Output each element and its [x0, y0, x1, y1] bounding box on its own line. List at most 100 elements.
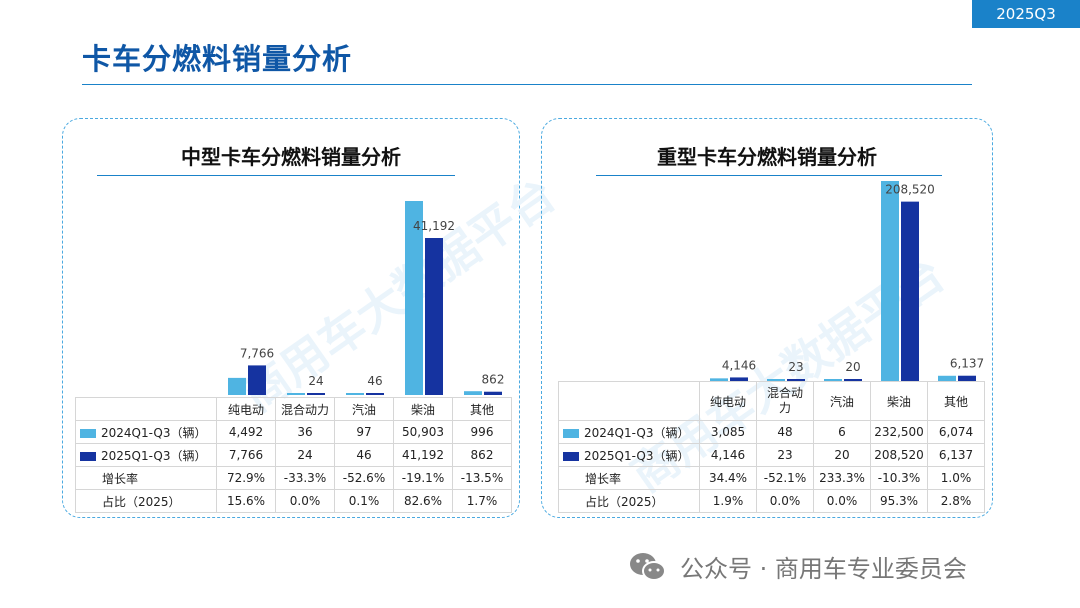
category-cell: 汽油 [813, 381, 871, 421]
medium-truck-panel: 商用车大数据平台 中型卡车分燃料销量分析 7,766 24 46 41,192 862 … [62, 118, 565, 518]
bar-2024-3 [881, 181, 899, 381]
row-label: 增长率 [558, 466, 700, 490]
value-cell: 23 [756, 443, 814, 467]
table-row: 增长率 72.9% -33.3% -52.6% -19.1% -13.5% [75, 466, 512, 490]
footer-account: 公众号 · 商用车专业委员会 [628, 549, 967, 584]
bar-2025-3 [425, 238, 443, 395]
value-cell: -52.1% [756, 466, 814, 490]
value-cell: -52.6% [334, 466, 394, 490]
value-cell: 6,074 [927, 420, 985, 444]
value-cell: 233.3% [813, 466, 871, 490]
value-cell: 6 [813, 420, 871, 444]
category-cell: 其他 [927, 381, 985, 421]
bar-2024-1 [767, 379, 785, 381]
row-label: 增长率 [75, 466, 217, 490]
bar-2025-1 [787, 379, 805, 381]
panel-title-divider [596, 175, 942, 176]
data-label: 46 [367, 374, 382, 388]
data-label: 208,520 [885, 183, 935, 197]
value-cell: 1.7% [452, 489, 512, 513]
bar-2024-0 [710, 378, 728, 381]
table-row: 2024Q1-Q3（辆） 4,492 36 97 50,903 996 [75, 420, 512, 444]
table-header-row: 纯电动 混合动 力 汽油 柴油 其他 [558, 381, 985, 421]
bar-2024-2 [346, 393, 364, 395]
bar-2024-2 [824, 379, 842, 381]
medium-truck-chart: 7,766 24 46 41,192 862 [228, 201, 505, 395]
value-cell: 82.6% [393, 489, 453, 513]
bar-2025-2 [844, 379, 862, 381]
bar-2024-1 [287, 393, 305, 395]
row-label: 占比（2025） [75, 489, 217, 513]
value-cell: 0.0% [275, 489, 335, 513]
value-cell: 0.0% [813, 489, 871, 513]
data-label: 862 [482, 373, 505, 387]
value-cell: 41,192 [393, 443, 453, 467]
legend-swatch-2024 [563, 428, 579, 438]
value-cell: 7,766 [216, 443, 276, 467]
category-cell: 纯电动 [216, 397, 276, 421]
table-corner-cell [558, 381, 700, 421]
value-cell: 232,500 [870, 420, 928, 444]
table-corner-cell [75, 397, 217, 421]
period-badge: 2025Q3 [972, 0, 1080, 28]
data-label: 6,137 [950, 357, 984, 371]
value-cell: 72.9% [216, 466, 276, 490]
value-cell: 97 [334, 420, 394, 444]
panel-title-divider [97, 175, 455, 176]
category-cell: 柴油 [870, 381, 928, 421]
bar-2025-2 [366, 393, 384, 395]
data-label: 20 [845, 360, 860, 374]
row-label: 2024Q1-Q3（辆） [584, 425, 690, 440]
category-cell: 混合动 力 [756, 381, 814, 421]
footer-text: 公众号 · 商用车专业委员会 [680, 555, 967, 583]
value-cell: -19.1% [393, 466, 453, 490]
bar-2024-3 [405, 201, 423, 395]
value-cell: 996 [452, 420, 512, 444]
table-row: 增长率 34.4% -52.1% 233.3% -10.3% 1.0% [558, 466, 985, 490]
table-row: 占比（2025） 1.9% 0.0% 0.0% 95.3% 2.8% [558, 489, 985, 513]
value-cell: -33.3% [275, 466, 335, 490]
value-cell: 4,146 [699, 443, 757, 467]
bar-2025-0 [248, 365, 266, 395]
table-row: 2025Q1-Q3（辆） 7,766 24 46 41,192 862 [75, 443, 512, 467]
table-header-row: 纯电动 混合动力 汽油 柴油 其他 [75, 397, 512, 421]
panel-title-heavy: 重型卡车分燃料销量分析 [657, 145, 877, 169]
legend-swatch-2024 [80, 428, 96, 438]
bar-2024-0 [228, 377, 246, 395]
heavy-truck-table: 纯电动 混合动 力 汽油 柴油 其他 2024Q1-Q3（辆） 3,085 48… [558, 381, 985, 513]
panel-title-medium: 中型卡车分燃料销量分析 [181, 145, 401, 169]
table-row: 占比（2025） 15.6% 0.0% 0.1% 82.6% 1.7% [75, 489, 512, 513]
data-label: 7,766 [240, 346, 274, 360]
category-cell: 汽油 [334, 397, 394, 421]
value-cell: 6,137 [927, 443, 985, 467]
legend-swatch-2025 [563, 451, 579, 461]
value-cell: 50,903 [393, 420, 453, 444]
value-cell: 0.0% [756, 489, 814, 513]
bar-2025-1 [307, 393, 325, 395]
table-row: 2024Q1-Q3（辆） 3,085 48 6 232,500 6,074 [558, 420, 985, 444]
value-cell: 36 [275, 420, 335, 444]
row-label: 占比（2025） [558, 489, 700, 513]
value-cell: 208,520 [870, 443, 928, 467]
value-cell: 862 [452, 443, 512, 467]
bar-2025-4 [484, 391, 502, 395]
value-cell: 15.6% [216, 489, 276, 513]
bar-2024-4 [938, 375, 956, 381]
heavy-truck-panel: 商用车大数据平台 重型卡车分燃料销量分析 4,146 23 20 208,520 6,1… [541, 118, 993, 518]
value-cell: 1.0% [927, 466, 985, 490]
data-label: 4,146 [722, 358, 756, 372]
value-cell: 95.3% [870, 489, 928, 513]
value-cell: 0.1% [334, 489, 394, 513]
data-label: 23 [788, 360, 803, 374]
value-cell: 3,085 [699, 420, 757, 444]
table-row: 2025Q1-Q3（辆） 4,146 23 20 208,520 6,137 [558, 443, 985, 467]
value-cell: -10.3% [870, 466, 928, 490]
medium-truck-table: 纯电动 混合动力 汽油 柴油 其他 2024Q1-Q3（辆） 4,492 36 … [75, 397, 512, 513]
category-cell: 纯电动 [699, 381, 757, 421]
bar-2025-4 [958, 375, 976, 381]
data-label: 41,192 [413, 219, 455, 233]
value-cell: 46 [334, 443, 394, 467]
value-cell: 4,492 [216, 420, 276, 444]
value-cell: 20 [813, 443, 871, 467]
page-title: 卡车分燃料销量分析 [82, 42, 353, 76]
